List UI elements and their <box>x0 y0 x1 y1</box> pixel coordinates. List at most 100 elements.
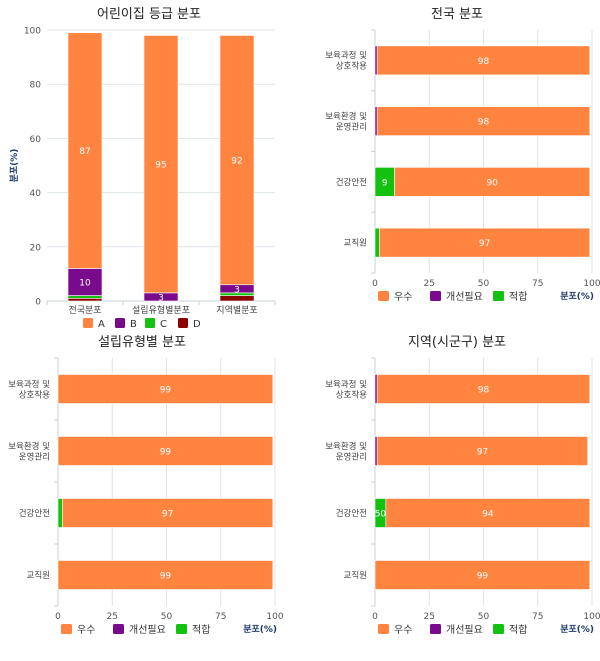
y-tick-label: 보육환경 및 <box>325 441 367 452</box>
bar-segment-A <box>219 35 255 286</box>
x-axis-title: 분포(%) <box>560 624 594 635</box>
y-tick-label: 60 <box>30 135 42 145</box>
data-label: 97 <box>162 510 173 520</box>
bar-segment-우수 <box>62 498 274 528</box>
legend-label-우수: 우수 <box>77 624 95 636</box>
x-tick-label: 0 <box>372 612 378 622</box>
data-label: 99 <box>160 386 172 396</box>
chart-svg: 어린이집 등급 분포 0 20 40 60 80 100 분포(%) 10 87 전국분포 3 95 설립… <box>9 7 276 330</box>
y-tick-label: 교직원 <box>344 238 367 249</box>
bar-segment-우수 <box>376 374 591 404</box>
data-label: 50 <box>375 510 387 520</box>
y-tick-label: 건강안전 <box>336 508 367 519</box>
legend-swatch-C <box>145 318 155 328</box>
legend-swatch-D <box>178 318 188 328</box>
legend-swatch-우수 <box>378 291 389 301</box>
y-tick-label: 보육과정 및 <box>325 50 367 61</box>
legend-swatch-우수 <box>61 624 72 634</box>
legend-label-적합: 적합 <box>509 624 527 636</box>
grade-distribution-panel: 어린이집 등급 분포 0 20 40 60 80 100 분포(%) 10 87 전국분포 3 95 설립… <box>0 0 300 330</box>
bar-segment-우수 <box>57 374 274 404</box>
y-tick-label: 20 <box>30 243 42 253</box>
y-tick-label: 보육과정 및 <box>8 379 50 390</box>
y-tick-label: 교직원 <box>27 570 50 581</box>
data-label: 98 <box>478 57 490 67</box>
y-tick-label: 운영관리 <box>336 451 367 462</box>
legend-swatch-B <box>115 318 125 328</box>
data-label: 90 <box>486 178 498 188</box>
data-label: 97 <box>479 239 490 249</box>
legend-swatch-적합 <box>493 624 504 634</box>
legend: A B C D <box>83 318 201 330</box>
y-tick-label: 보육과정 및 <box>325 379 367 390</box>
x-tick-label: 25 <box>107 612 118 622</box>
data-label: 98 <box>478 386 490 396</box>
legend-label-개선필요: 개선필요 <box>446 624 483 636</box>
y-tick-label: 0 <box>35 298 41 308</box>
legend-label-개선필요: 개선필요 <box>129 624 166 636</box>
bar-segment-우수 <box>376 106 591 136</box>
legend-swatch-개선필요 <box>430 624 441 634</box>
bar-segment-우수 <box>57 560 274 590</box>
y-tick-label: 운영관리 <box>19 451 50 462</box>
legend-label-적합: 적합 <box>192 624 210 636</box>
national-distribution-panel: 전국 분포 0 25 50 75 100 98 보육과정 및 상호작용 98 보육환경 및 운영관리 9… <box>300 0 600 328</box>
data-label: 10 <box>79 279 91 289</box>
bar-segment-우수 <box>376 45 591 76</box>
legend-label-C: C <box>160 319 167 328</box>
regional-distribution-panel: 지역(시군구) 분포 0 25 50 75 100 98 보육과정 및 상호작용 97 보육환경 및… <box>300 328 600 657</box>
x-tick-label: 100 <box>583 279 600 289</box>
bar-segment-개선필요 <box>374 45 378 76</box>
y-tick-label: 교직원 <box>344 570 367 581</box>
legend-swatch-우수 <box>378 624 389 634</box>
bar-segment-우수 <box>385 498 591 528</box>
establishment-type-panel: 설립유형별 분포 0 25 50 75 100 99 보육과정 및 상호작용 99 보육환경 및 운영… <box>0 328 300 657</box>
data-label: 92 <box>231 157 242 167</box>
bar-segment-D <box>219 295 255 302</box>
bar-segment-개선필요 <box>374 106 378 136</box>
data-label: 3 <box>158 293 164 303</box>
legend: 우수 개선필요 적합 <box>61 624 210 636</box>
data-label: 94 <box>482 510 494 520</box>
x-tick-label: 설립유형별분포 <box>132 305 190 316</box>
x-axis-title: 분포(%) <box>243 624 277 635</box>
bar-segment-우수 <box>376 436 588 466</box>
data-label: 99 <box>160 572 172 582</box>
y-axis-title: 분포(%) <box>9 149 20 183</box>
y-tick-label: 건강안전 <box>19 508 50 519</box>
data-label: 97 <box>477 448 488 458</box>
legend-swatch-적합 <box>493 291 504 301</box>
chart-title: 어린이집 등급 분포 <box>97 7 201 22</box>
bar-segment-A <box>67 32 103 269</box>
legend-swatch-개선필요 <box>113 624 124 634</box>
x-tick-label: 75 <box>532 279 543 289</box>
legend-label-A: A <box>98 319 105 328</box>
data-label: 95 <box>155 161 166 171</box>
y-tick-label: 40 <box>30 189 42 199</box>
legend-swatch-개선필요 <box>430 291 441 301</box>
x-tick-label: 75 <box>215 612 226 622</box>
bar-segment-우수 <box>57 436 274 466</box>
data-label: 9 <box>382 178 388 188</box>
x-tick-label: 0 <box>55 612 61 622</box>
bar-segment-우수 <box>394 167 591 197</box>
legend-swatch-A <box>83 318 93 328</box>
data-label: 99 <box>477 572 489 582</box>
y-tick-label: 보육환경 및 <box>8 441 50 452</box>
legend: 우수 개선필요 적합 <box>378 291 527 303</box>
data-label: 3 <box>234 285 240 295</box>
y-tick-label: 상호작용 <box>19 389 50 400</box>
legend-label-우수: 우수 <box>394 291 412 303</box>
x-tick-label: 25 <box>424 279 435 289</box>
legend-label-적합: 적합 <box>509 291 527 303</box>
bar-segment-C <box>67 295 103 299</box>
y-tick-label: 운영관리 <box>336 121 367 132</box>
x-tick-label: 0 <box>372 279 378 289</box>
bar-segment-우수 <box>379 227 591 258</box>
bar-segment-D <box>67 297 103 302</box>
data-label: 99 <box>160 448 172 458</box>
x-axis-title: 분포(%) <box>560 291 594 302</box>
y-tick-label: 보육환경 및 <box>325 111 367 122</box>
data-label: 87 <box>79 147 90 157</box>
